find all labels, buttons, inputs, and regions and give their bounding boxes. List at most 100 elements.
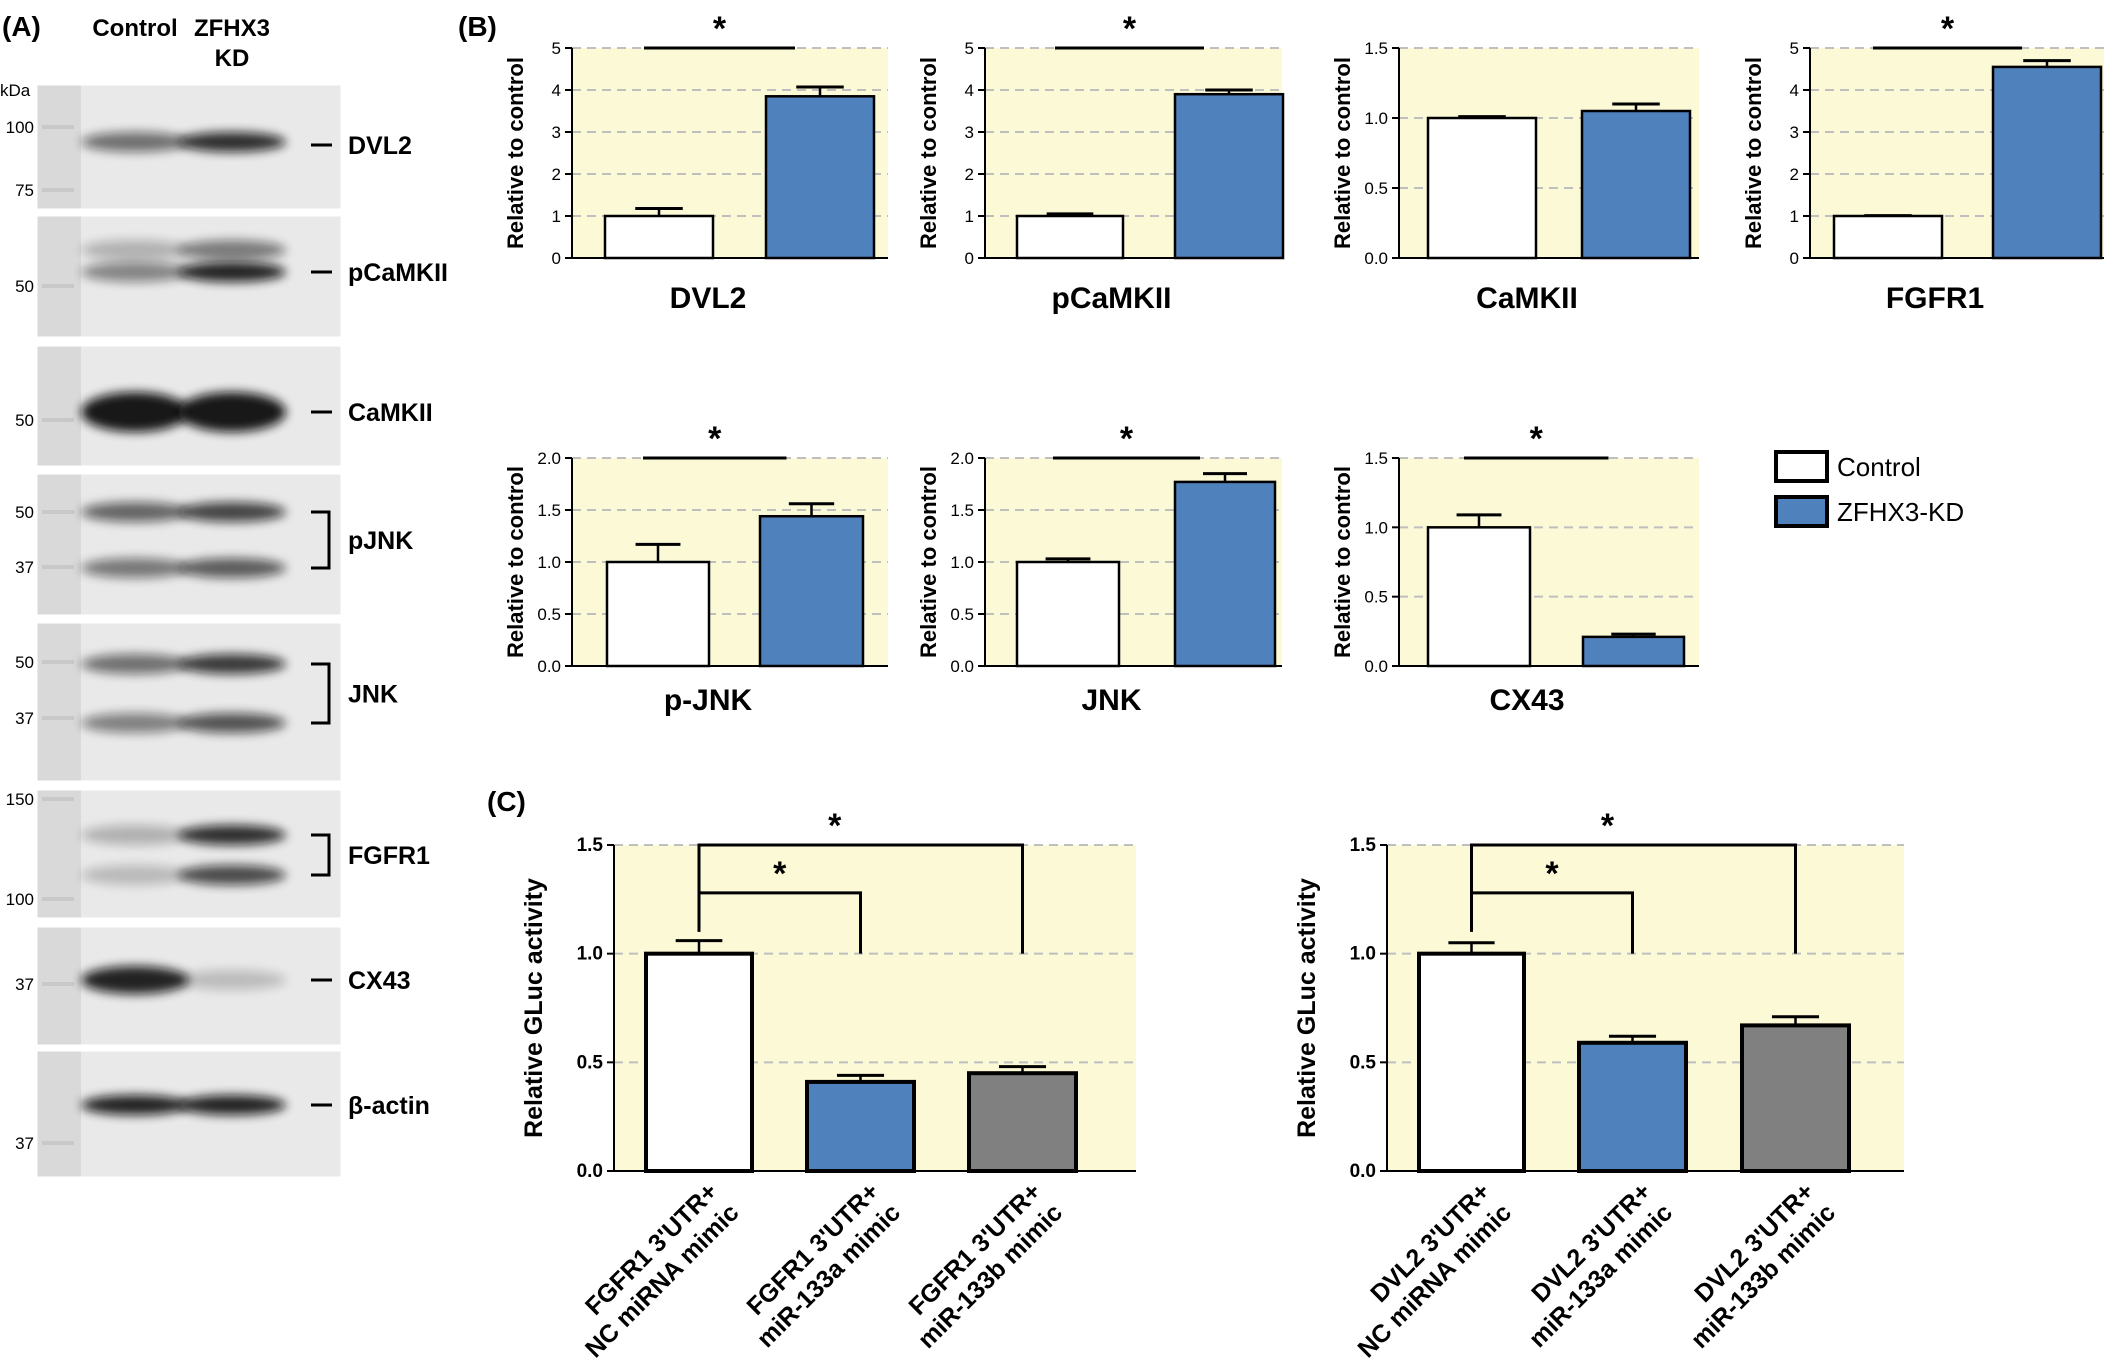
y-tick-label: 1.0 <box>577 944 603 965</box>
blot-strip-actin: 37 β-actin <box>15 1048 430 1180</box>
y-tick-label: 1.5 <box>537 501 561 520</box>
legend-label: ZFHX3-KD <box>1837 497 1964 527</box>
bar <box>1417 951 1526 1174</box>
kda-marker: 37 <box>15 975 34 994</box>
panel-label-a: (A) <box>2 11 41 42</box>
y-tick-label: 3 <box>552 123 561 142</box>
ladder-band <box>42 510 74 514</box>
blot-strip-dvl2: 100 75 DVL2 <box>6 82 412 212</box>
chart-title: p-JNK <box>664 684 753 717</box>
protein-band <box>178 132 286 152</box>
protein-band <box>178 1095 286 1115</box>
protein-band <box>178 865 286 885</box>
bar <box>1577 1040 1688 1173</box>
chart-title: FGFR1 <box>1886 282 1984 315</box>
y-tick-label: 0.5 <box>1364 588 1388 607</box>
y-tick-label: 1 <box>965 207 974 226</box>
ladder-band <box>42 897 74 901</box>
y-tick-label: 0.0 <box>1364 657 1388 676</box>
y-tick-label: 2 <box>552 165 561 184</box>
band-label: pCaMKII <box>348 259 448 287</box>
blot-strip-cx43: 37 CX43 <box>15 924 411 1048</box>
y-tick-label: 0 <box>552 249 561 268</box>
y-tick-label: 1.0 <box>1364 109 1388 128</box>
bar <box>805 1079 916 1173</box>
ladder-band <box>42 188 74 192</box>
blot-background <box>36 789 342 919</box>
bar <box>1832 214 1944 260</box>
y-tick-label: 1.5 <box>1350 835 1377 856</box>
chart-pcamkii: 0 1 2 3 4 5 Relative to control * pCaMKII <box>916 10 1285 315</box>
blot-strip-camkii: 50 CaMKII <box>15 343 433 469</box>
y-tick-label: 0 <box>1790 249 1799 268</box>
significance-bracket-inner <box>1471 891 1634 954</box>
bar <box>1015 214 1125 260</box>
protein-band <box>81 966 189 994</box>
protein-band <box>81 654 189 674</box>
significance-star: * <box>1530 420 1544 458</box>
bar <box>967 1071 1078 1173</box>
protein-band <box>81 262 189 282</box>
legend: Control ZFHX3-KD <box>1774 450 1964 528</box>
y-tick-label: 1.5 <box>577 835 604 856</box>
ladder-band <box>42 660 74 664</box>
blot-background <box>36 1050 342 1178</box>
y-tick-label: 1.0 <box>537 553 561 572</box>
significance-bracket-inner <box>699 891 862 954</box>
protein-band <box>81 558 189 578</box>
y-tick-label: 1.5 <box>1364 39 1388 58</box>
y-tick-label: 1 <box>1790 207 1799 226</box>
bar <box>758 514 865 668</box>
chart-title: JNK <box>1081 684 1141 717</box>
lane-label-control: Control <box>92 15 177 42</box>
y-tick-label: 1 <box>552 207 561 226</box>
bar <box>764 95 876 260</box>
chart-pjnk: 0.0 0.5 1.0 1.5 2.0 Relative to control * p-JNK <box>503 420 888 717</box>
bar <box>1173 92 1285 260</box>
kda-marker: 100 <box>6 118 34 137</box>
marker-lane <box>36 1050 81 1178</box>
western-blot: Control ZFHX3 KD kDa 100 75 DVL2 50 pCaMKII 50 CaM… <box>0 15 448 1180</box>
y-tick-label: 3 <box>1790 123 1799 142</box>
ladder-band <box>42 1141 74 1145</box>
y-tick-label: 0.5 <box>950 605 974 624</box>
bar <box>603 214 715 260</box>
significance-star: * <box>1601 807 1615 845</box>
y-tick-label: 4 <box>1790 81 1799 100</box>
legend-label: Control <box>1837 452 1921 482</box>
kda-marker: 75 <box>15 181 34 200</box>
protein-band <box>178 502 286 522</box>
kda-marker: 37 <box>15 1134 34 1153</box>
bar <box>644 951 754 1174</box>
blot-background <box>36 622 342 782</box>
ladder-band <box>42 565 74 569</box>
protein-band <box>178 262 286 282</box>
y-tick-label: 0.5 <box>537 605 561 624</box>
chart-gluc-1: 0.0 0.5 1.0 1.5 Relative GLuc activity * * FGFR… <box>520 807 1136 1363</box>
significance-star: * <box>773 855 787 893</box>
significance-bracket-outer <box>697 843 1024 954</box>
significance-bracket-outer <box>1470 843 1797 954</box>
significance-star: * <box>1545 855 1559 893</box>
protein-band <box>81 713 189 733</box>
lane-label-kd: ZFHX3 KD <box>194 15 270 72</box>
x-category-label: FGFR1 3'UTR+miR-133b mimic <box>891 1177 1068 1354</box>
protein-band <box>178 392 286 432</box>
y-axis-label: Relative to control <box>1741 57 1766 249</box>
protein-band <box>178 240 286 260</box>
x-category-label: DVL2 3'UTR+miR-133a mimic <box>1502 1177 1678 1353</box>
bracket <box>311 833 331 877</box>
kda-label: kDa <box>0 81 31 100</box>
y-tick-label: 2.0 <box>950 449 974 468</box>
bar <box>1426 116 1538 260</box>
x-category-label: FGFR1 3'UTR+miR-133a mimic <box>730 1177 906 1353</box>
y-tick-label: 0.0 <box>950 657 974 676</box>
bar-charts: 0 1 2 3 4 5 Relative to control * DVL2 0 1 2 3 4 5 Rela… <box>503 10 2104 1363</box>
blot-strip-pcamkii: 50 pCaMKII <box>15 213 448 340</box>
y-tick-label: 1.5 <box>1364 449 1388 468</box>
y-tick-label: 2 <box>1790 165 1799 184</box>
chart-title: pCaMKII <box>1052 282 1172 315</box>
bar <box>1426 526 1532 668</box>
protein-band <box>81 392 189 432</box>
y-tick-label: 0.0 <box>537 657 561 676</box>
